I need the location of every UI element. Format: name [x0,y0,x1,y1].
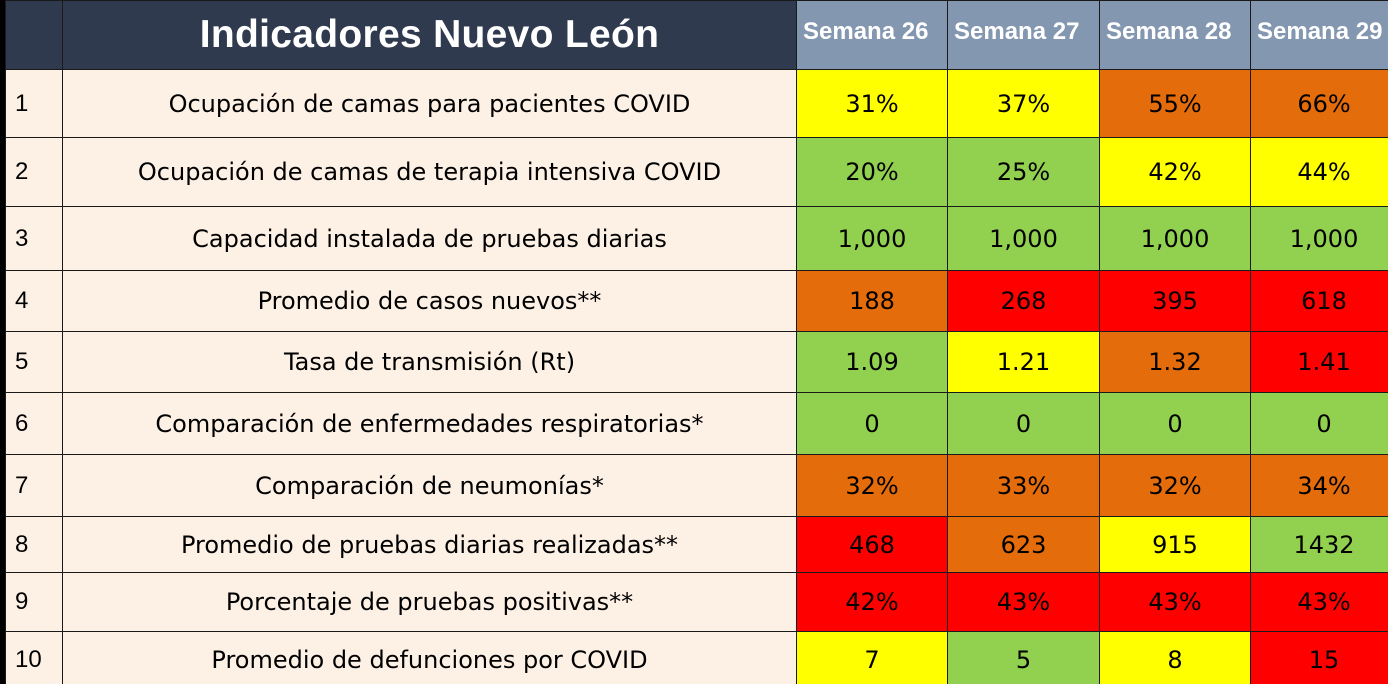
indicator-value-cell: 42% [796,572,948,632]
table-row: 5 Tasa de transmisión (Rt) 1.09 1.21 1.32 1.4… [5,331,1388,393]
indicator-value-cell: 623 [947,516,1100,573]
indicator-value-cell: 268 [947,270,1100,332]
week-header: Semana 27 [947,0,1100,70]
indicator-value-cell: 0 [796,392,948,455]
indicator-value-cell: 915 [1099,516,1251,573]
indicator-value-cell: 55% [1099,69,1251,138]
table-row: 9 Porcentaje de pruebas positivas** 42% 43%… [5,572,1388,632]
row-number: 9 [5,572,63,632]
indicator-value-cell: 25% [947,137,1100,207]
week-header: Semana 26 [796,0,948,70]
indicator-value-cell: 1,000 [796,206,948,271]
indicator-value-cell: 43% [1250,572,1388,632]
row-number: 1 [5,69,63,138]
indicator-value-cell: 618 [1250,270,1388,332]
indicator-name: Porcentaje de pruebas positivas** [62,572,797,632]
indicator-name: Promedio de casos nuevos** [62,270,797,332]
indicator-value-cell: 20% [796,137,948,207]
table-row: 7 Comparación de neumonías* 32% 33% 32% 34% [5,454,1388,517]
indicator-value-cell: 1,000 [1250,206,1388,271]
indicator-value-cell: 43% [1099,572,1251,632]
indicator-value-cell: 1.09 [796,331,948,393]
table-title: Indicadores Nuevo León [62,0,797,70]
indicator-value-cell: 1.41 [1250,331,1388,393]
table-row: 10 Promedio de defunciones por COVID 7 5 8 15 [5,631,1388,684]
table-row: 6 Comparación de enfermedades respiratori… [5,392,1388,455]
indicator-value-cell: 15 [1250,631,1388,684]
indicator-value-cell: 5 [947,631,1100,684]
header-row: Indicadores Nuevo León Semana 26 Semana … [5,0,1388,70]
indicator-name: Promedio de pruebas diarias realizadas** [62,516,797,573]
indicator-value-cell: 0 [1250,392,1388,455]
indicator-value-cell: 43% [947,572,1100,632]
indicator-value-cell: 32% [1099,454,1251,517]
row-number: 10 [5,631,63,684]
indicator-value-cell: 1,000 [1099,206,1251,271]
indicator-value-cell: 395 [1099,270,1251,332]
indicator-name: Ocupación de camas para pacientes COVID [62,69,797,138]
indicator-value-cell: 1.32 [1099,331,1251,393]
indicator-value-cell: 468 [796,516,948,573]
indicator-value-cell: 1432 [1250,516,1388,573]
indicator-value-cell: 1.21 [947,331,1100,393]
table-row: 1 Ocupación de camas para pacientes COVID… [5,69,1388,138]
indicator-name: Ocupación de camas de terapia intensiva … [62,137,797,207]
indicator-name: Capacidad instalada de pruebas diarias [62,206,797,271]
indicator-name: Comparación de neumonías* [62,454,797,517]
row-number: 7 [5,454,63,517]
table-row: 2 Ocupación de camas de terapia intensiva… [5,137,1388,207]
week-header: Semana 29 [1250,0,1388,70]
row-number: 6 [5,392,63,455]
indicator-value-cell: 66% [1250,69,1388,138]
row-number: 4 [5,270,63,332]
indicator-value-cell: 8 [1099,631,1251,684]
indicator-value-cell: 34% [1250,454,1388,517]
indicators-table: Indicadores Nuevo León Semana 26 Semana … [5,0,1388,684]
indicator-name: Tasa de transmisión (Rt) [62,331,797,393]
indicator-name: Comparación de enfermedades respiratoria… [62,392,797,455]
indicator-value-cell: 188 [796,270,948,332]
indicator-name: Promedio de defunciones por COVID [62,631,797,684]
indicator-value-cell: 42% [1099,137,1251,207]
indicator-value-cell: 0 [947,392,1100,455]
indicator-value-cell: 37% [947,69,1100,138]
header-corner [5,0,63,70]
indicator-value-cell: 0 [1099,392,1251,455]
table-row: 8 Promedio de pruebas diarias realizadas*… [5,516,1388,573]
week-header: Semana 28 [1099,0,1251,70]
row-number: 5 [5,331,63,393]
table-row: 4 Promedio de casos nuevos** 188 268 395 618 [5,270,1388,332]
row-number: 3 [5,206,63,271]
indicator-value-cell: 32% [796,454,948,517]
indicator-value-cell: 31% [796,69,948,138]
indicator-value-cell: 1,000 [947,206,1100,271]
row-number: 2 [5,137,63,207]
indicator-value-cell: 33% [947,454,1100,517]
indicator-value-cell: 7 [796,631,948,684]
table-row: 3 Capacidad instalada de pruebas diarias 1… [5,206,1388,271]
row-number: 8 [5,516,63,573]
indicator-value-cell: 44% [1250,137,1388,207]
